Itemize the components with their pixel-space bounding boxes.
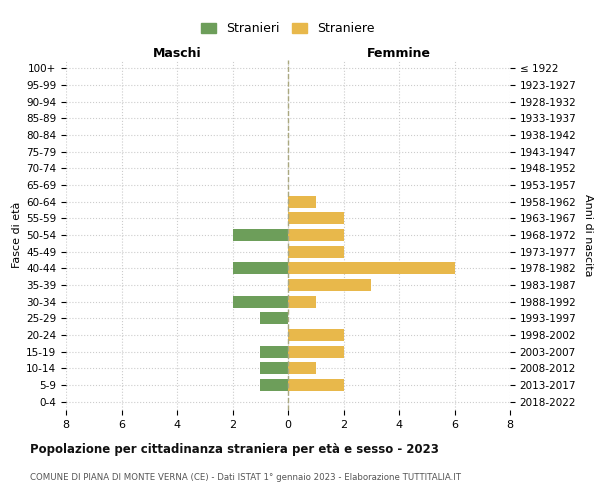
Bar bbox=[288, 329, 343, 341]
Bar bbox=[260, 346, 288, 358]
Bar bbox=[288, 296, 316, 308]
Legend: Stranieri, Straniere: Stranieri, Straniere bbox=[196, 18, 380, 40]
Bar bbox=[233, 229, 288, 241]
Bar bbox=[288, 262, 455, 274]
Bar bbox=[288, 379, 343, 391]
Bar bbox=[260, 362, 288, 374]
Bar bbox=[260, 312, 288, 324]
Bar bbox=[288, 279, 371, 291]
Y-axis label: Anni di nascita: Anni di nascita bbox=[583, 194, 593, 276]
Bar bbox=[233, 296, 288, 308]
Bar bbox=[233, 262, 288, 274]
Bar bbox=[288, 246, 343, 258]
Bar bbox=[288, 196, 316, 207]
Bar bbox=[288, 229, 343, 241]
Text: Femmine: Femmine bbox=[367, 47, 431, 60]
Text: Popolazione per cittadinanza straniera per età e sesso - 2023: Popolazione per cittadinanza straniera p… bbox=[30, 442, 439, 456]
Text: Maschi: Maschi bbox=[152, 47, 202, 60]
Bar bbox=[260, 379, 288, 391]
Y-axis label: Fasce di età: Fasce di età bbox=[12, 202, 22, 268]
Bar bbox=[288, 362, 316, 374]
Bar bbox=[288, 212, 343, 224]
Bar bbox=[288, 346, 343, 358]
Text: COMUNE DI PIANA DI MONTE VERNA (CE) - Dati ISTAT 1° gennaio 2023 - Elaborazione : COMUNE DI PIANA DI MONTE VERNA (CE) - Da… bbox=[30, 472, 461, 482]
